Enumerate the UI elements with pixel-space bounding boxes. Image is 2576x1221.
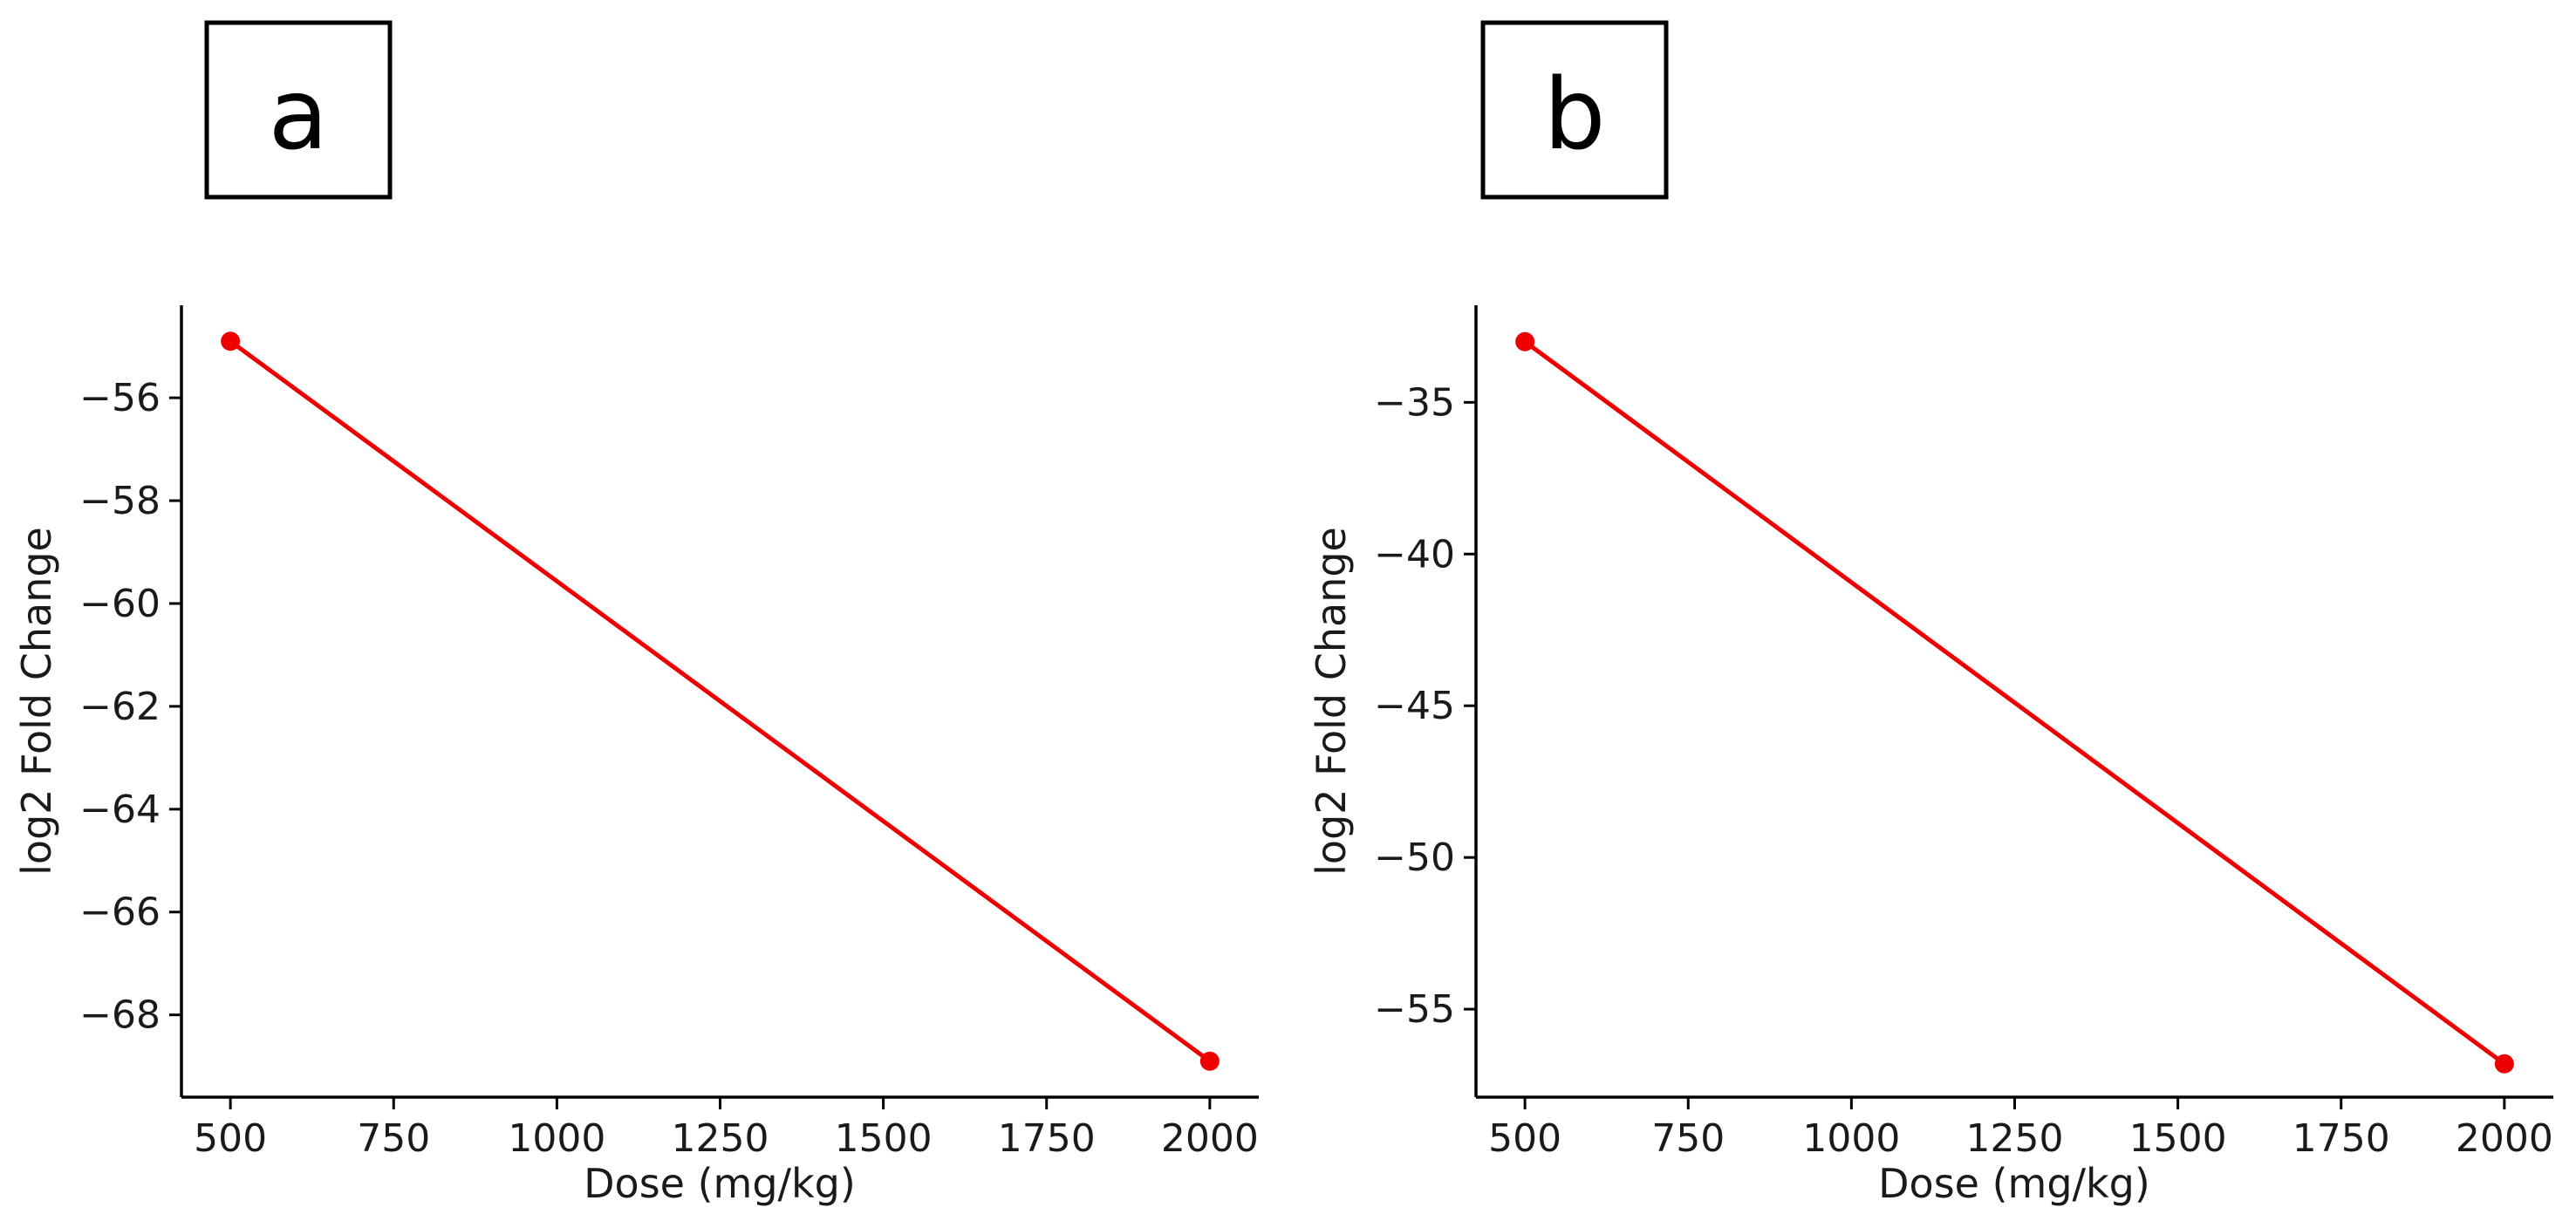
series-layer xyxy=(221,331,1220,1071)
x-tick-label: 1000 xyxy=(508,1116,605,1161)
x-axis-title: Dose (mg/kg) xyxy=(584,1160,856,1207)
y-tick-label: −35 xyxy=(1374,380,1455,425)
panel-label: b xyxy=(1543,58,1605,172)
panel-label-box xyxy=(1480,20,1669,200)
panel-b: b 500 750 1000 1250 1500 1750 2000 −35 −40 −45 −50… xyxy=(1308,20,2553,1207)
data-point xyxy=(1515,331,1535,351)
x-tick-label: 1500 xyxy=(2129,1116,2227,1161)
x-tick-label: 1000 xyxy=(1802,1116,1900,1161)
y-tick-label: −45 xyxy=(1374,684,1455,728)
panel-label-box xyxy=(204,20,393,200)
series-line xyxy=(1523,339,2506,1066)
ticks: 500 750 1000 1250 1500 1750 2000 −35 −40 −45 −50 −5… xyxy=(1374,380,2553,1161)
x-tick-label: 2000 xyxy=(2456,1116,2553,1161)
x-tick-label: 750 xyxy=(357,1116,430,1161)
data-point xyxy=(221,331,241,351)
y-tick-label: −55 xyxy=(1374,987,1455,1032)
x-tick-label: 500 xyxy=(194,1116,267,1161)
x-axis-title: Dose (mg/kg) xyxy=(1878,1160,2150,1207)
y-tick-label: −66 xyxy=(79,890,161,935)
panel-a: a 500 750 1000 1250 1500 1750 2000 −56 −58 −60 −62… xyxy=(13,20,1259,1207)
ticks: 500 750 1000 1250 1500 1750 2000 −56 −58 −60 −62 −6… xyxy=(79,376,1259,1161)
data-point xyxy=(2494,1054,2514,1074)
y-tick-label: −64 xyxy=(79,788,161,832)
y-tick-label: −50 xyxy=(1374,836,1455,880)
y-tick-label: −40 xyxy=(1374,532,1455,576)
series-line xyxy=(229,339,1212,1063)
x-tick-label: 1750 xyxy=(998,1116,1096,1161)
x-tick-label: 500 xyxy=(1488,1116,1561,1161)
y-tick-label: −62 xyxy=(79,685,161,729)
y-axis-title: log2 Fold Change xyxy=(1308,527,1355,876)
y-tick-label: −60 xyxy=(79,582,161,626)
x-tick-label: 1250 xyxy=(672,1116,769,1161)
x-tick-label: 2000 xyxy=(1161,1116,1259,1161)
x-tick-label: 1250 xyxy=(1966,1116,2064,1161)
y-tick-label: −68 xyxy=(79,993,161,1038)
x-tick-label: 1750 xyxy=(2292,1116,2390,1161)
y-axis-title: log2 Fold Change xyxy=(13,527,60,876)
data-point xyxy=(1199,1051,1220,1071)
y-tick-label: −58 xyxy=(79,479,161,523)
x-tick-label: 1500 xyxy=(835,1116,933,1161)
series-layer xyxy=(1515,331,2514,1074)
y-tick-label: −56 xyxy=(79,376,161,420)
x-tick-label: 750 xyxy=(1651,1116,1725,1161)
panel-label: a xyxy=(269,58,329,172)
